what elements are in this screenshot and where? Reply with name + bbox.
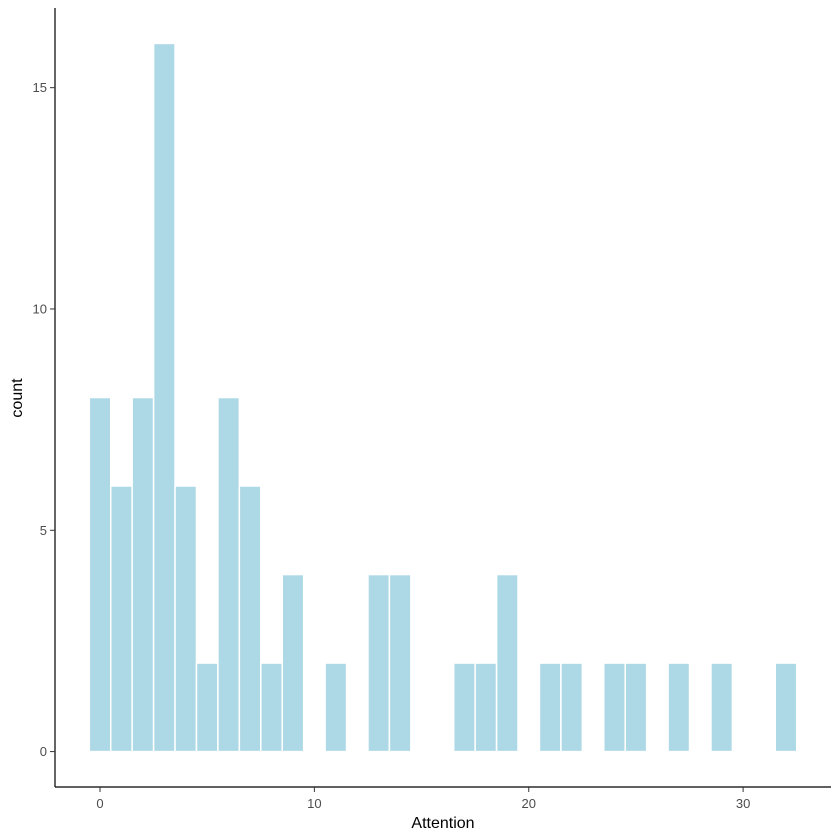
histogram-bar (560, 662, 584, 753)
bars-group (88, 42, 798, 753)
y-ticks-group: 0 5 10 15 (33, 80, 55, 759)
histogram-bar (324, 662, 348, 753)
y-tick-label: 15 (33, 80, 47, 95)
histogram-bar (217, 396, 241, 753)
histogram-bar (238, 485, 262, 753)
x-ticks-group: 0 10 20 30 (96, 787, 750, 811)
x-tick-label: 30 (736, 796, 750, 811)
x-tick-label: 10 (307, 796, 321, 811)
histogram-bar (603, 662, 626, 753)
histogram-bar (710, 662, 734, 753)
histogram-bar (388, 573, 412, 753)
histogram-bar (624, 662, 648, 753)
x-tick-label: 20 (522, 796, 536, 811)
x-tick-label: 0 (96, 796, 103, 811)
histogram-bar (174, 485, 198, 753)
histogram-bar (667, 662, 691, 753)
histogram-bar (260, 662, 283, 753)
histogram-bar (538, 662, 562, 753)
histogram-bar (474, 662, 498, 753)
histogram-bar (131, 396, 155, 753)
histogram-bar (88, 396, 112, 753)
histogram-bar (774, 662, 798, 753)
x-axis-title: Attention (411, 815, 474, 832)
histogram-bar (495, 573, 519, 753)
y-tick-label: 10 (33, 301, 47, 316)
y-tick-label: 0 (40, 744, 47, 759)
histogram-bar (281, 573, 305, 753)
y-tick-label: 5 (40, 523, 47, 538)
histogram-bar (152, 42, 176, 753)
histogram-bar (109, 485, 133, 753)
histogram-bar (452, 662, 476, 753)
histogram-bar (195, 662, 219, 753)
y-axis-title: count (9, 378, 26, 418)
histogram-bar (367, 573, 391, 753)
